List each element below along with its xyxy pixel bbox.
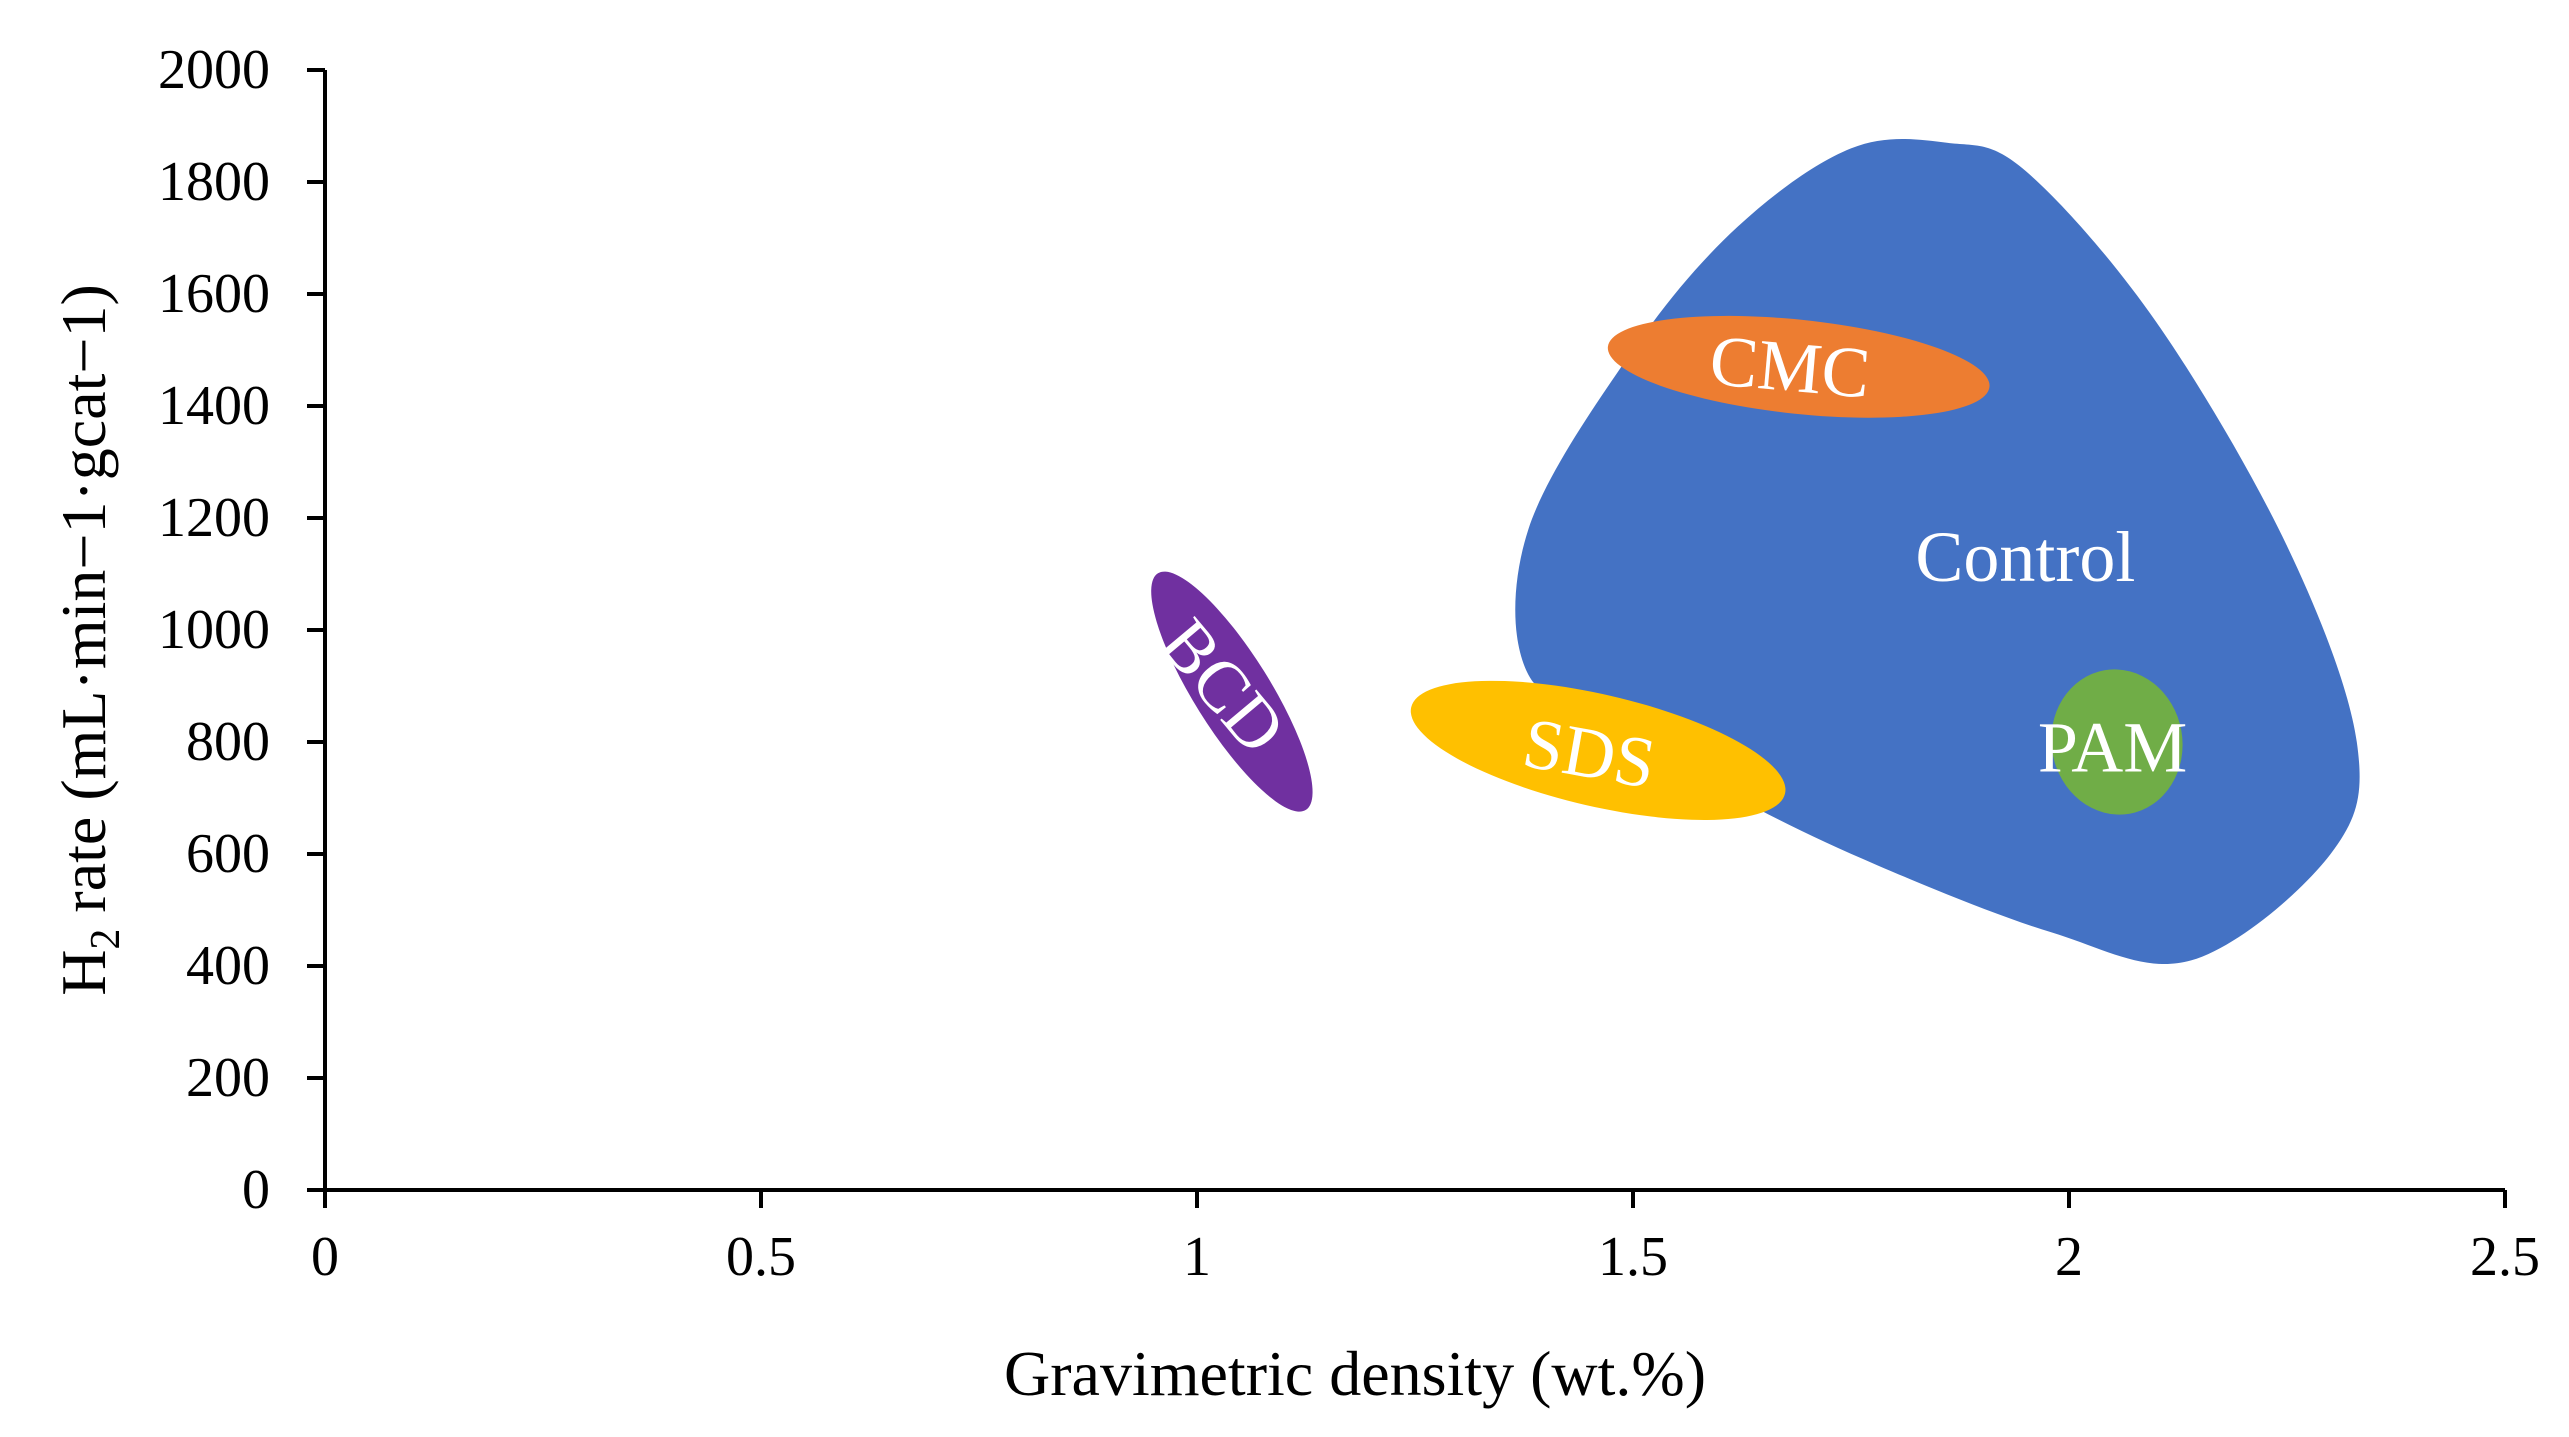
- y-tick-label: 400: [186, 935, 270, 997]
- x-axis-title: Gravimetric density (wt.%): [1004, 1338, 1706, 1409]
- x-tick-label: 2: [2055, 1226, 2083, 1288]
- y-axis-title: H2 rate (mL·min−1·gcat−1): [48, 284, 129, 996]
- x-tick-label: 0: [311, 1226, 339, 1288]
- y-tick-label: 2000: [158, 39, 270, 101]
- region-label-control: Control: [1915, 517, 2135, 597]
- region-label-pam: PAM: [2038, 708, 2187, 788]
- y-tick-label: 1600: [158, 263, 270, 325]
- x-tick-label: 2.5: [2470, 1226, 2540, 1288]
- region-cmc: [1607, 315, 1990, 418]
- y-tick-label: 800: [186, 711, 270, 773]
- y-tick-label: 0: [242, 1159, 270, 1221]
- regions-layer: [1151, 138, 2360, 965]
- x-tick-label: 1.5: [1598, 1226, 1668, 1288]
- y-tick-label: 600: [186, 823, 270, 885]
- y-tick-label: 200: [186, 1047, 270, 1109]
- y-axis-title-prefix: H: [48, 950, 119, 996]
- y-axis-title-suffix: rate (mL·min−1·gcat−1): [48, 284, 119, 928]
- y-tick-label: 1800: [158, 151, 270, 213]
- region-sds: [1410, 680, 1786, 820]
- y-tick-label: 1200: [158, 487, 270, 549]
- region-pam: [2051, 669, 2183, 815]
- region-bcd: [1151, 571, 1313, 812]
- ticks-layer: 0 0.5 1 1.5 2 2.5 0 200 400 600 800 1000 1200 1400 160…: [158, 39, 2540, 1288]
- region-label-cmc: CMC: [1707, 320, 1873, 414]
- y-tick-label: 1000: [158, 599, 270, 661]
- x-tick-label: 0.5: [726, 1226, 796, 1288]
- y-tick-label: 1400: [158, 375, 270, 437]
- x-tick-label: 1: [1183, 1226, 1211, 1288]
- y-axis-title-subscript: 2: [83, 929, 129, 950]
